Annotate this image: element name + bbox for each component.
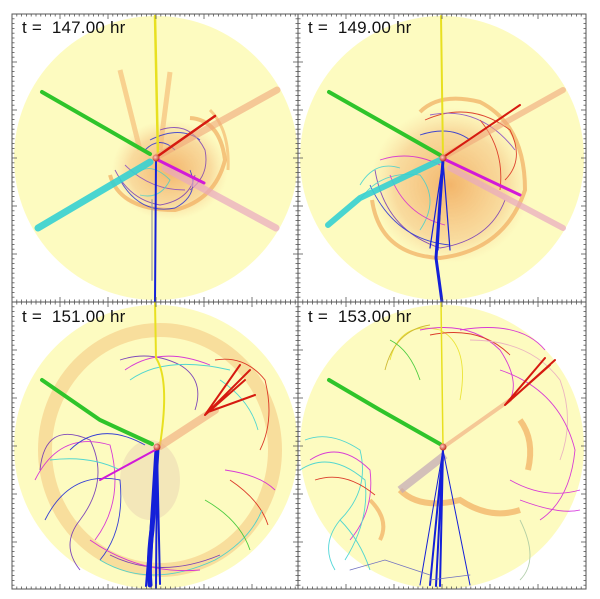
central-star — [153, 443, 161, 451]
panel-t147 — [14, 14, 298, 302]
fieldline-tangle — [34, 355, 276, 576]
fieldline-bundles — [40, 302, 256, 589]
panel-label-t147: t = 147.00 hr — [22, 18, 126, 37]
central-star — [152, 154, 160, 162]
fieldline-bundles — [34, 14, 281, 302]
panel-t151 — [14, 302, 298, 589]
fieldline-bundles — [325, 15, 566, 302]
panel-label-t151: t = 151.00 hr — [22, 307, 126, 326]
central-star — [439, 443, 447, 451]
panel-label-t153: t = 153.00 hr — [308, 307, 412, 326]
axis-ticks — [11, 13, 587, 589]
central-star — [439, 154, 447, 162]
plasma-structure — [368, 418, 534, 541]
fieldline-tangle — [299, 324, 581, 581]
fieldline-bundles — [327, 302, 556, 587]
panel-t149 — [300, 15, 584, 302]
panel-label-t149: t = 149.00 hr — [308, 18, 412, 37]
panel-t153 — [299, 302, 584, 589]
